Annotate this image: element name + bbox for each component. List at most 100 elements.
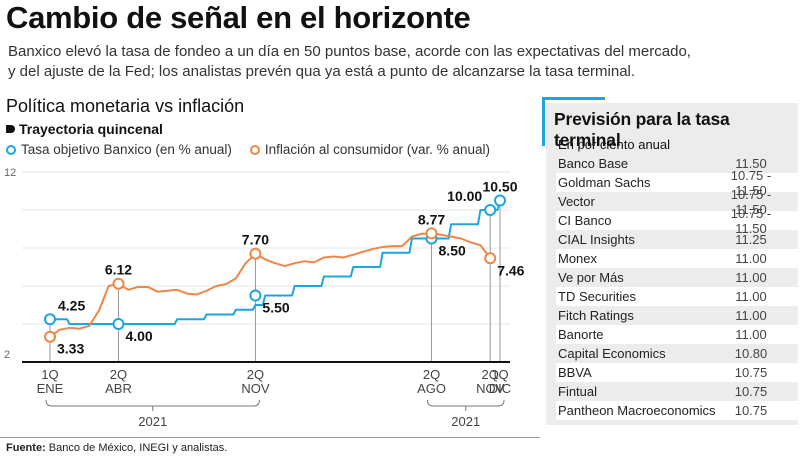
forecast-value: 11.00 <box>735 289 767 304</box>
chart-title: Política monetaria vs inflación <box>6 96 245 116</box>
forecast-value: 11.50 <box>735 156 767 171</box>
subtitle: Banxico elevó la tasa de fondeo a un día… <box>8 42 798 82</box>
forecaster-name: Goldman Sachs <box>558 175 651 190</box>
gridlines: 12 2 <box>4 167 510 361</box>
accent-bar <box>542 97 605 100</box>
trajectory-text: Trayectoria quincenal <box>19 121 163 137</box>
circle-outline-icon <box>249 144 260 155</box>
x-tick-label: NOV <box>241 381 270 396</box>
legend-label: Inflación al consumidor (var. % anual) <box>264 142 490 157</box>
table-row: Pantheon Macroeconomics 10.75 <box>556 401 798 420</box>
table-row: Capital Economics 10.80 <box>556 344 798 363</box>
data-label: 10.00 <box>447 188 482 204</box>
forecast-value: 10.75 <box>734 365 768 380</box>
year-label: 2021 <box>138 414 167 429</box>
subtitle-line-2: y del ajuste de la Fed; los analistas pr… <box>8 63 636 80</box>
data-label: 10.50 <box>482 179 517 195</box>
forecaster-name: BBVA <box>558 365 592 380</box>
table-row: Fitch Ratings 11.00 <box>556 306 798 325</box>
forecaster-name: Fintual <box>558 384 598 399</box>
data-point <box>44 313 56 326</box>
data-point <box>44 330 56 343</box>
forecast-value: 10.75 - 11.50 <box>730 186 772 217</box>
circle-outline-icon <box>6 144 16 155</box>
forecaster-name: Pantheon Macroeconomics <box>558 403 716 418</box>
forecast-value: 10.80 <box>734 346 768 361</box>
data-point <box>425 227 438 240</box>
x-tick-label: DIC <box>489 381 511 396</box>
forecaster-name: TD Securities <box>558 289 637 304</box>
forecast-value: 11.00 <box>735 308 767 323</box>
x-tick-label: 2Q <box>247 367 264 382</box>
table-row: Vector 10.75 - 11.50 <box>556 187 798 217</box>
forecast-value: 10.75 - 11.50 <box>730 167 772 198</box>
data-label: 3.33 <box>57 341 84 357</box>
x-tick-label: 2Q <box>482 367 499 382</box>
x-tick-label: AGO <box>417 381 446 396</box>
forecaster-name: CIAL Insights <box>558 232 635 247</box>
legend-label: Tasa objetivo Banxico (en % anual) <box>21 142 232 157</box>
forecaster-name: Fitch Ratings <box>558 308 634 323</box>
y-tick-label: 12 <box>4 167 16 179</box>
year-label: 2021 <box>451 414 480 429</box>
table-row: Fintual 10.75 <box>556 382 798 401</box>
table-row: BBVA 10.75 <box>556 363 798 382</box>
forecaster-name: Banco Base <box>558 156 629 171</box>
data-point <box>484 204 497 216</box>
data-point <box>494 194 506 207</box>
forecast-value: 11.00 <box>735 270 767 285</box>
year-bracket <box>45 399 260 407</box>
legend-item-banxico: Tasa objetivo Banxico (en % anual) <box>6 142 232 157</box>
accent-bar <box>542 97 545 146</box>
table-row: Banorte 11.00 <box>556 325 798 344</box>
y-tick-label: 2 <box>4 349 10 361</box>
data-label: 7.70 <box>242 232 269 248</box>
forecast-title: Previsión para la tasa terminal <box>554 109 730 150</box>
forecaster-name: Monex <box>558 251 598 266</box>
legend-item-inflation: Inflación al consumidor (var. % anual) <box>249 142 490 157</box>
data-point <box>484 252 497 265</box>
x-tick-label: 2Q <box>423 367 440 382</box>
table-row: CIAL Insights 11.25 <box>556 230 798 249</box>
forecast-value: 11.00 <box>735 327 767 342</box>
forecast-value: 10.75 <box>734 384 768 399</box>
forecaster-name: Vector <box>558 194 595 209</box>
forecast-panel: Previsión para la tasa terminal En por c… <box>542 97 798 425</box>
table-row: TD Securities 11.00 <box>556 287 798 306</box>
forecast-unit: En por ciento anual <box>558 137 671 152</box>
data-label: 6.12 <box>105 262 132 278</box>
forecaster-name: CI Banco <box>558 213 612 228</box>
subtitle-line-1: Banxico elevó la tasa de fondeo a un día… <box>8 43 691 60</box>
data-point <box>112 277 125 290</box>
x-tick-label: 2Q <box>110 367 127 382</box>
table-row: Monex 11.00 <box>556 249 798 268</box>
data-label: 4.00 <box>125 328 152 344</box>
forecaster-name: Ve por Más <box>558 270 624 285</box>
table-row: CI Banco 10.75 - 11.50 <box>556 206 798 236</box>
forecast-table: Banco Base 11.50 Goldman Sachs 10.75 - 11.5… <box>556 154 798 420</box>
data-markers <box>44 194 506 343</box>
table-row: Ve por Más 11.00 <box>556 268 798 287</box>
x-tick-label: ABR <box>105 381 132 396</box>
x-tick-label: ENE <box>37 381 64 396</box>
table-row: Banco Base 11.50 <box>556 154 798 173</box>
forecast-value: 10.75 - 11.50 <box>730 205 772 236</box>
source-text: Banco de México, INEGI y analistas. <box>45 442 228 454</box>
year-bracket <box>427 399 505 407</box>
data-label: 4.25 <box>58 297 85 313</box>
tag-icon <box>6 125 15 133</box>
data-point <box>249 289 262 302</box>
x-tick-label: NOV <box>476 381 505 396</box>
series-line-banxico <box>50 200 501 325</box>
chart-legend: Tasa objetivo Banxico (en % anual) Infla… <box>6 142 490 157</box>
forecast-value: 11.00 <box>735 251 767 266</box>
footer-divider <box>0 437 540 438</box>
data-label: 8.77 <box>418 211 445 227</box>
data-point <box>112 318 125 330</box>
forecast-value: 10.75 <box>734 403 768 418</box>
source-label: Fuente: <box>6 442 46 454</box>
data-label: 5.50 <box>262 300 289 316</box>
